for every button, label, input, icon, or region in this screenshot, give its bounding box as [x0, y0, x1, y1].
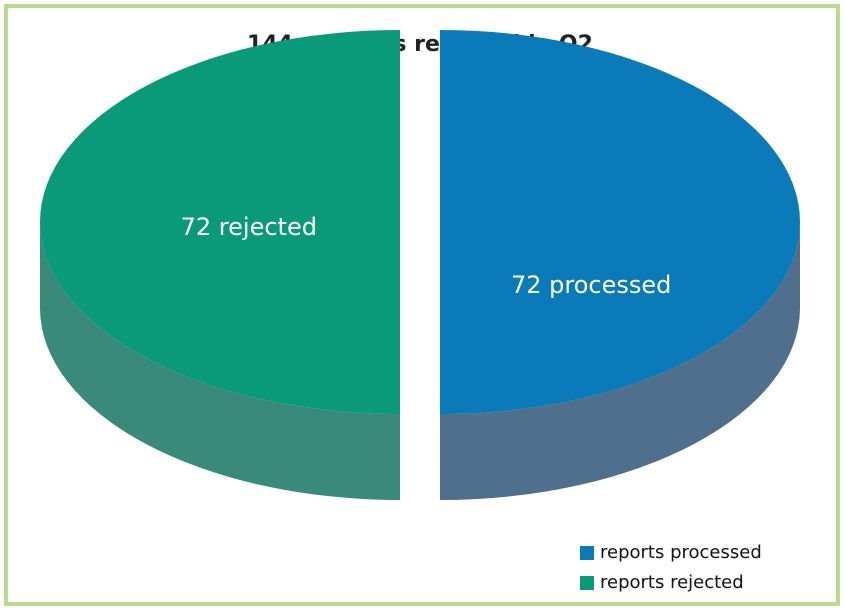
value-label: 72 processed — [511, 271, 671, 299]
legend-swatch — [580, 576, 594, 590]
slice-side — [440, 222, 800, 500]
slice — [40, 30, 400, 414]
legend-swatch — [580, 546, 594, 560]
legend-label: reports processed — [600, 542, 762, 563]
slice — [440, 30, 800, 414]
legend-label: reports rejected — [600, 572, 744, 593]
value-label: 72 rejected — [181, 213, 317, 241]
slice-side — [40, 222, 400, 500]
